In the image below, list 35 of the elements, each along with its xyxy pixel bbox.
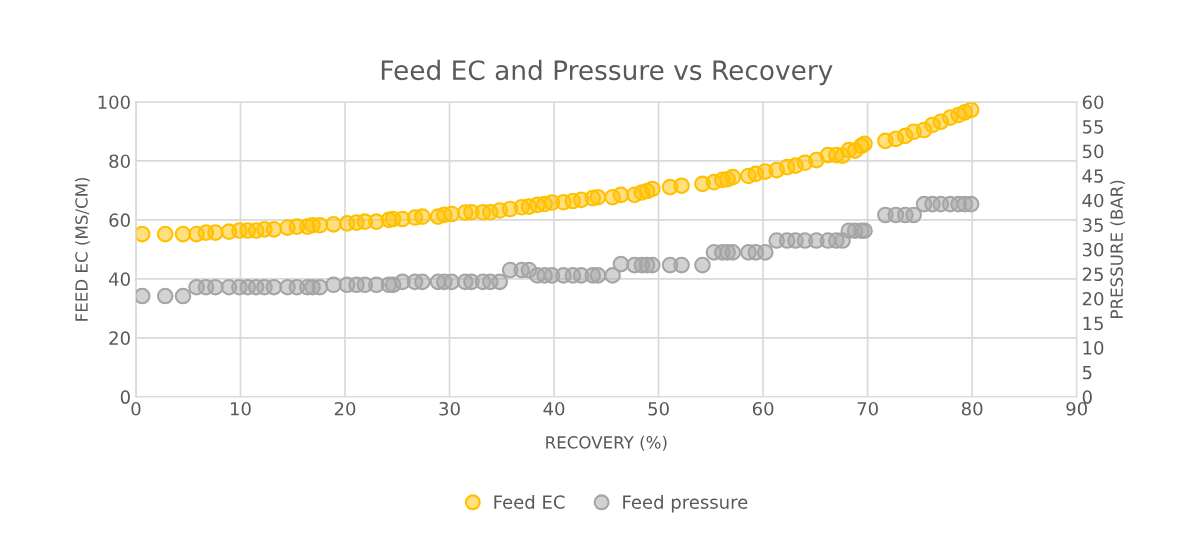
y-tick-label: 0 — [120, 390, 130, 404]
y-tick-label: 20 — [109, 331, 130, 345]
x-tick-label: 80 — [961, 401, 983, 416]
y2-tick-label: 25 — [1082, 267, 1103, 282]
x-tick-label: 50 — [648, 401, 669, 416]
legend-label: Feed pressure — [623, 494, 748, 513]
y2-tick-label: 30 — [1082, 242, 1104, 257]
y2-tick-label: 5 — [1082, 365, 1092, 380]
x-tick-label: 40 — [543, 401, 565, 416]
x-tick-label: 30 — [439, 401, 460, 416]
y-tick-label: 60 — [109, 213, 130, 228]
y2-tick-label: 40 — [1082, 193, 1104, 208]
x-tick-label: 10 — [230, 401, 251, 416]
y-tick-label: 40 — [108, 272, 130, 286]
y-tick-label: 100 — [98, 95, 130, 110]
x-tick-label: 20 — [334, 401, 356, 416]
y2-tick-label: 60 — [1082, 95, 1104, 110]
x-tick-label: 90 — [1066, 401, 1087, 416]
x-tick-label: 0 — [131, 401, 141, 416]
legend-label: Feed EC — [494, 494, 565, 509]
x-axis-title: RECOVERY (%) — [546, 435, 667, 451]
chart-title: Feed EC and Pressure vs Recovery — [381, 59, 833, 86]
y2-tick-label: 15 — [1083, 316, 1103, 331]
y-tick-label: 80 — [109, 154, 130, 169]
y2-tick-label: 20 — [1082, 291, 1104, 306]
y2-tick-label: 50 — [1082, 144, 1104, 159]
y2-tick-label: 10 — [1083, 341, 1104, 355]
y2-tick-label: 55 — [1082, 120, 1103, 134]
y2-tick-label: 45 — [1082, 169, 1103, 183]
y-axis-title: FEED EC (MS/CM) — [74, 177, 90, 321]
y2-tick-label: 35 — [1082, 218, 1103, 232]
y2-tick-label: 0 — [1082, 390, 1092, 404]
x-tick-label: 60 — [752, 401, 774, 416]
y2-axis-title: PRESSURE (BAR) — [1110, 180, 1125, 318]
x-tick-label: 70 — [857, 401, 878, 416]
